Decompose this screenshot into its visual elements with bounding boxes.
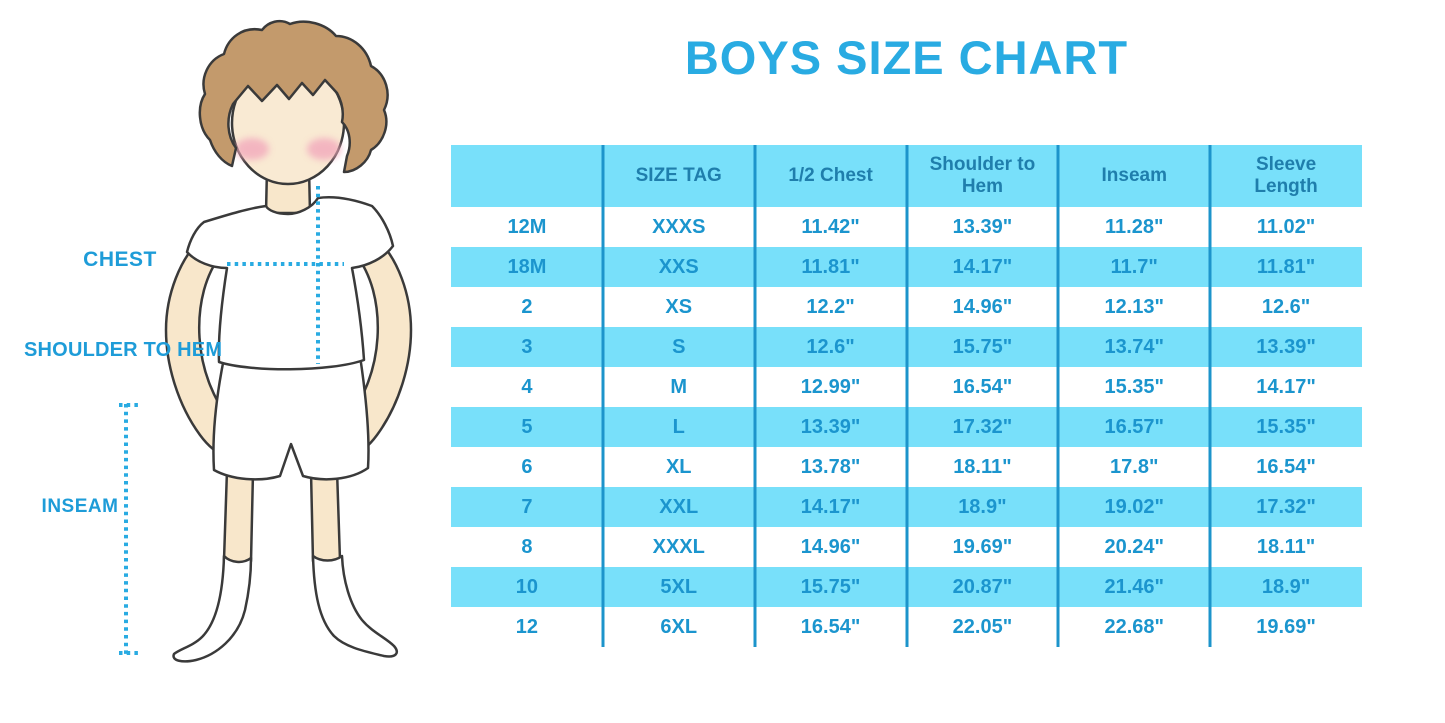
table-cell: 19.69" [952, 535, 1013, 558]
table-cell: 4 [521, 375, 533, 398]
table-cell: XXXL [652, 535, 705, 558]
table-row: 2 XS 12.2" 14.96" 12.13" 12.6" [451, 287, 1362, 327]
socks [172, 554, 398, 663]
table-cell: 15.35" [1256, 415, 1316, 438]
table-cell: 14.17" [952, 255, 1013, 278]
table-cell: 5 [521, 415, 533, 438]
size-table: SIZE TAG 1/2 Chest Shoulder to Hem Inseam Sl… [451, 145, 1362, 647]
table-cell: 13.78" [800, 455, 861, 478]
table-cell: 11.28" [1105, 215, 1164, 238]
table-cell: 14.96" [800, 535, 861, 558]
table-cell: 3 [521, 335, 533, 358]
table-cell: 19.69" [1256, 615, 1316, 638]
table-cell: 18M [507, 255, 547, 278]
table-cell: 14.96" [952, 295, 1013, 318]
table-cell: XXS [658, 255, 699, 278]
table-cell: XL [665, 455, 692, 478]
table-cell: 8 [521, 535, 533, 558]
table-cell: 12.6" [806, 335, 855, 358]
table-row: 8 XXXL 14.96" 19.69" 20.24" 18.11" [451, 527, 1362, 567]
table-cell: 11.7" [1110, 255, 1158, 278]
table-cell: 22.68" [1104, 615, 1164, 638]
table-cell: 11.81" [801, 255, 860, 278]
table-cell: 17.32" [1256, 495, 1316, 518]
legs [222, 468, 342, 566]
chest-label: CHEST [83, 248, 157, 271]
cheek-left [235, 138, 269, 160]
table-cell: 18.11" [953, 455, 1012, 478]
table-cell: 11.81" [1256, 255, 1316, 278]
boy-measurement-figure [119, 19, 413, 663]
column-divider [1056, 145, 1060, 647]
table-cell: 13.74" [1104, 335, 1164, 358]
table-cell: 13.39" [800, 415, 861, 438]
table-cell: 14.17" [800, 495, 861, 518]
column-header: Shoulder to Hem [929, 154, 1036, 197]
table-row: 4 M 12.99" 16.54" 15.35" 14.17" [451, 367, 1362, 407]
hair [198, 19, 389, 174]
column-header: 1/2 Chest [788, 165, 873, 187]
shorts [212, 354, 370, 481]
inseam-label: INSEAM [41, 496, 119, 517]
column-header: Inseam [1101, 165, 1167, 187]
column-divider [905, 145, 908, 647]
table-cell: 15.75" [952, 335, 1013, 358]
table-cell: 20.24" [1104, 535, 1164, 558]
table-cell: 17.8" [1110, 455, 1159, 478]
table-cell: 12.99" [800, 375, 861, 398]
table-cell: 21.46" [1104, 575, 1164, 598]
column-divider [1208, 145, 1212, 647]
table-cell: 16.54" [800, 615, 861, 638]
table-cell: 6XL [660, 615, 698, 638]
table-cell: 22.05" [952, 615, 1013, 638]
table-cell: 14.17" [1256, 375, 1316, 398]
table-cell: 7 [521, 495, 533, 518]
column-header [451, 145, 603, 207]
table-cell: 15.75" [800, 575, 861, 598]
table-row: 12M XXXS 11.42" 13.39" 11.28" 11.02" [451, 207, 1362, 247]
table-cell: M [670, 375, 688, 398]
table-cell: XXL [659, 495, 699, 518]
t-shirt [185, 196, 395, 371]
table-cell: 12.2" [806, 295, 855, 318]
table-cell: 20.87" [952, 575, 1013, 598]
table-cell: 16.54" [1256, 455, 1316, 478]
table-cell: 12M [507, 215, 547, 238]
table-cell: S [672, 335, 686, 358]
table-cell: 11.42" [801, 215, 860, 238]
table-cell: 19.02" [1104, 495, 1164, 518]
table-cell: 15.35" [1104, 375, 1164, 398]
column-divider [601, 145, 605, 647]
table-cell: 17.32" [952, 415, 1013, 438]
table-row: 6 XL 13.78" 18.11" 17.8" 16.54" [451, 447, 1362, 487]
column-header: SIZE TAG [635, 165, 722, 187]
table-cell: 13.39" [952, 215, 1013, 238]
table-cell: 18.9" [958, 495, 1007, 518]
table-cell: 12.13" [1104, 295, 1164, 318]
column-header: Sleeve Length [1254, 154, 1318, 197]
table-cell: 10 [515, 575, 539, 598]
shoulder-to-hem-label: SHOULDER TO HEM [24, 339, 223, 361]
table-cell: 12.6" [1261, 295, 1311, 318]
table-cell: 16.57" [1104, 415, 1164, 438]
table-cell: 6 [521, 455, 533, 478]
table-cell: XS [665, 295, 693, 318]
table-cell: XXXS [652, 215, 706, 238]
table-cell: 5XL [660, 575, 698, 598]
cheek-right [307, 138, 341, 160]
table-cell: L [672, 415, 685, 438]
table-cell: 12 [515, 615, 539, 638]
table-row: 12 6XL 16.54" 22.05" 22.68" 19.69" [451, 607, 1362, 647]
table-cell: 18.9" [1261, 575, 1311, 598]
column-divider [753, 145, 757, 647]
table-cell: 13.39" [1256, 335, 1316, 358]
page-title: BOYS SIZE CHART [684, 31, 1129, 84]
table-cell: 11.02" [1256, 215, 1316, 238]
table-cell: 16.54" [952, 375, 1013, 398]
table-cell: 18.11" [1256, 535, 1316, 558]
table-cell: 2 [521, 295, 533, 318]
